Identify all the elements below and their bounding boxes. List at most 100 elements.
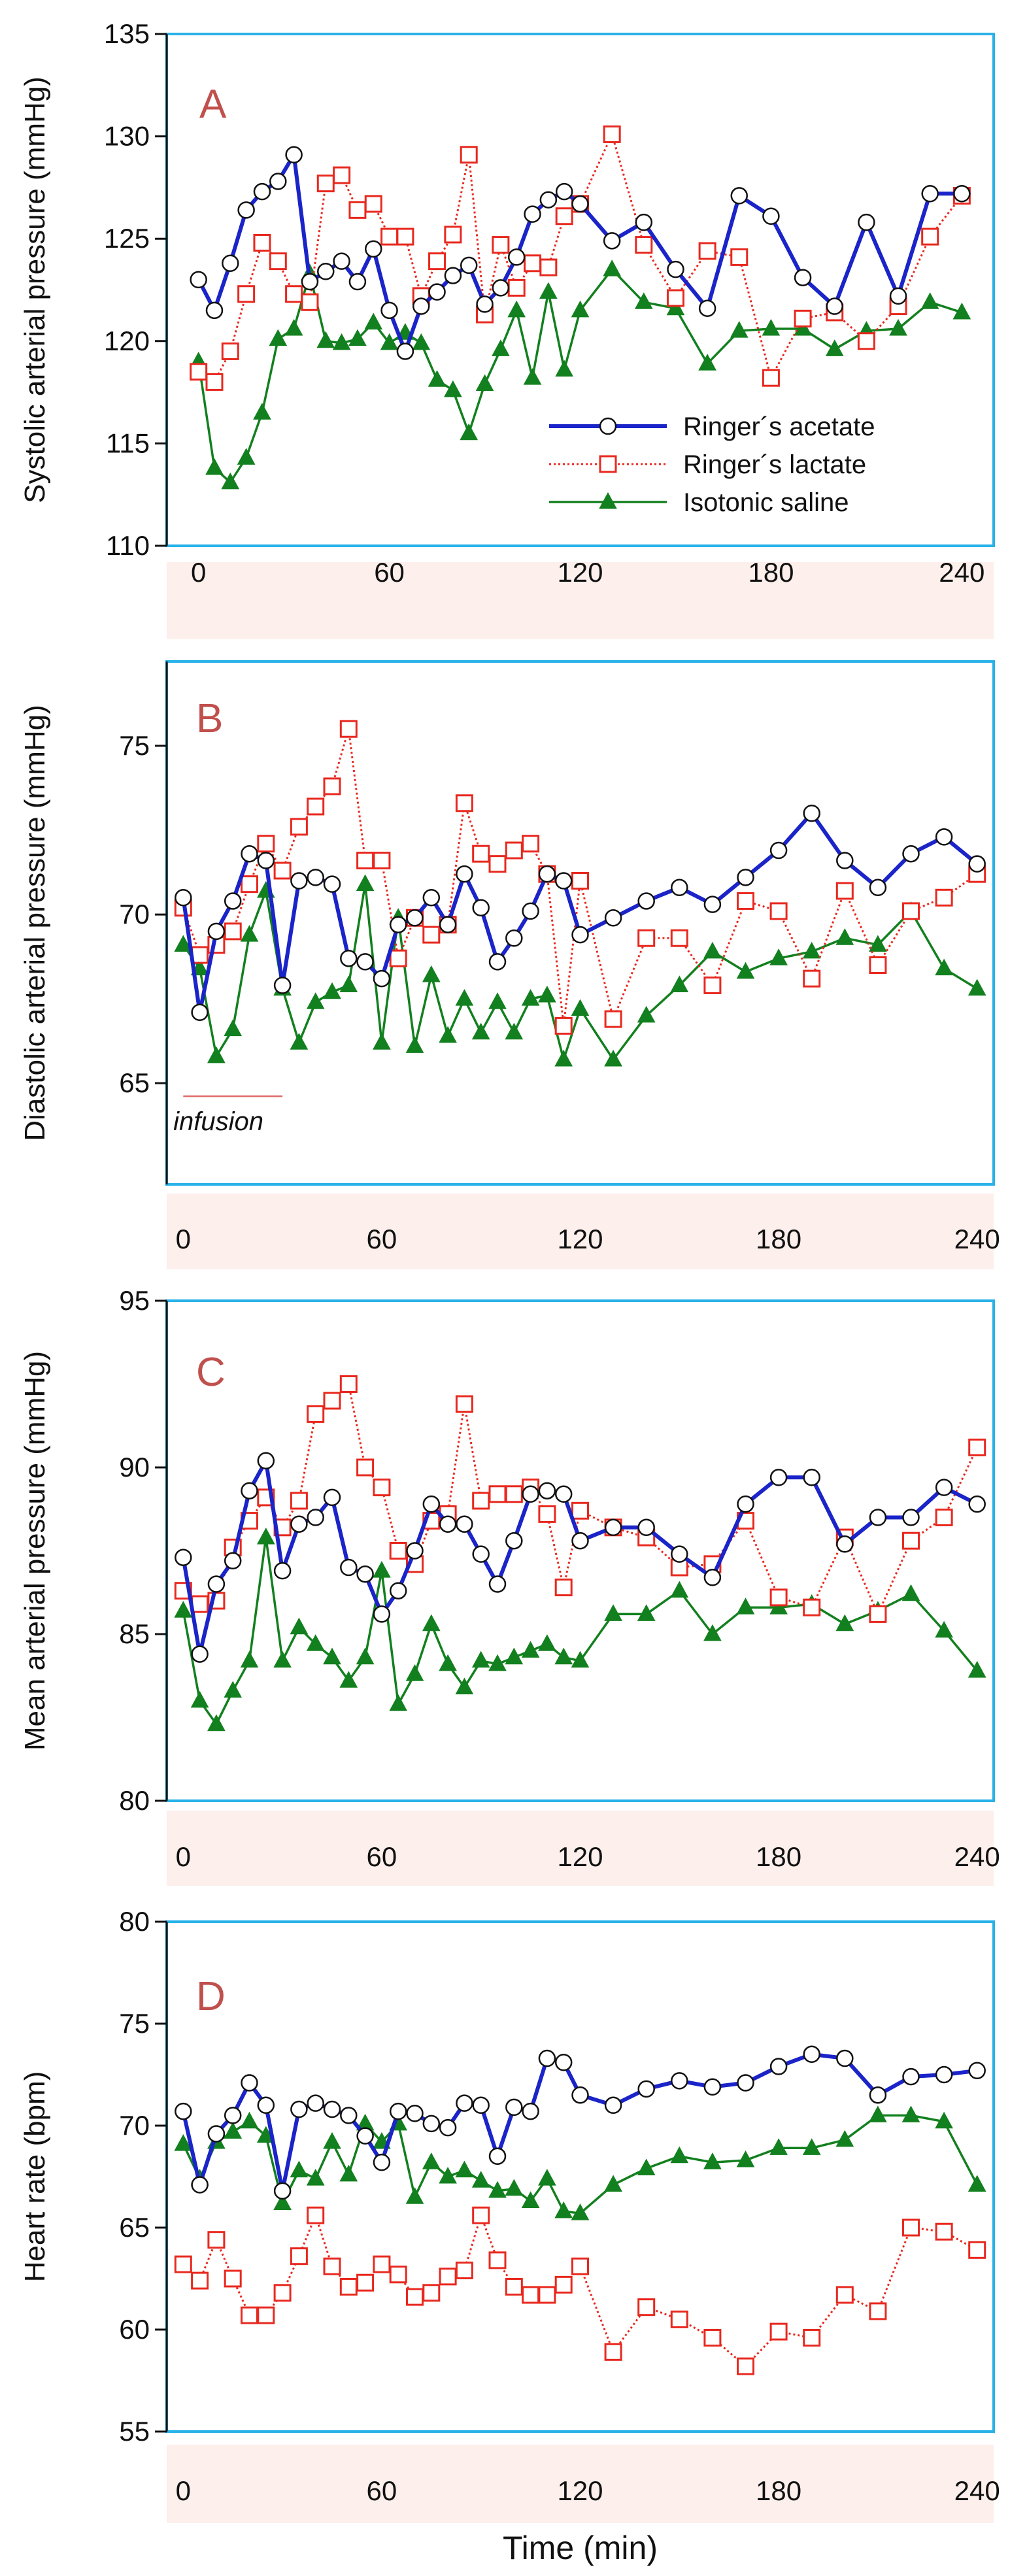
y-tick: 120 (104, 326, 167, 356)
data-point-acetate (522, 2102, 539, 2120)
y-tick: 125 (104, 223, 167, 254)
data-point-acetate (356, 1565, 374, 1583)
data-point-acetate (935, 1479, 953, 1496)
x-tick-band (167, 562, 994, 639)
legend-label-acetate: Ringer´s acetate (683, 412, 875, 441)
data-point-saline (174, 1601, 193, 1618)
data-point-saline (869, 935, 887, 952)
data-point-acetate (505, 929, 523, 947)
data-point-lactate (769, 1588, 788, 1607)
y-tick-label: 60 (119, 2314, 150, 2345)
data-point-lactate (803, 2328, 821, 2347)
data-point-saline (253, 403, 271, 420)
panel-letter: C (196, 1350, 226, 1395)
data-point-lactate (472, 845, 490, 863)
data-point-lactate (921, 227, 939, 246)
x-tick-label: 60 (367, 1841, 397, 1872)
x-tick-label: 180 (756, 1224, 801, 1254)
x-tick-label: 0 (176, 2475, 191, 2506)
data-point-saline (762, 318, 781, 336)
data-point-saline (444, 380, 462, 397)
data-point-acetate (492, 279, 510, 297)
data-point-saline (471, 1022, 490, 1040)
y-tick-label: 65 (119, 1067, 150, 1098)
legend-item-acetate: Ringer´s acetate (549, 412, 875, 441)
data-point-saline (306, 992, 325, 1009)
data-point-saline (935, 958, 953, 976)
x-tick-band (167, 1194, 994, 1269)
data-point-acetate (538, 865, 556, 883)
data-point-saline (348, 329, 367, 346)
data-point-saline (869, 2105, 887, 2122)
data-point-acetate (257, 1452, 275, 1470)
data-point-lactate (356, 2273, 375, 2292)
data-point-acetate (571, 926, 589, 944)
y-tick: 80 (119, 1785, 167, 1816)
data-point-acetate (505, 1531, 523, 1550)
data-point-lactate (538, 2286, 556, 2304)
data-point-saline (240, 2111, 259, 2129)
data-point-acetate (406, 909, 424, 927)
x-axis-ticks: 0 60 120 180 240 (176, 2475, 1000, 2506)
data-point-saline (889, 318, 907, 336)
data-point-acetate (803, 805, 820, 822)
data-point-lactate (488, 855, 507, 873)
data-point-saline (571, 2203, 590, 2220)
series-lactate (174, 2206, 986, 2375)
y-tick-label: 55 (119, 2416, 150, 2447)
data-point-saline (174, 2134, 193, 2151)
data-point-acetate (237, 201, 255, 219)
data-point-saline (769, 2138, 788, 2155)
series-layer (174, 1375, 986, 1731)
data-point-acetate (703, 895, 722, 913)
data-point-acetate (348, 273, 367, 291)
data-point-acetate (554, 1485, 573, 1503)
data-point-acetate (456, 2094, 473, 2112)
data-point-lactate (307, 1405, 325, 1423)
y-tick-label: 75 (119, 730, 150, 761)
data-point-lactate (505, 841, 523, 860)
series-saline (174, 1528, 986, 1731)
data-point-acetate (671, 1545, 688, 1563)
y-tick: 65 (119, 1067, 167, 1098)
data-point-saline (273, 1650, 292, 1668)
data-point-saline (471, 1650, 490, 1668)
data-point-lactate (373, 1479, 391, 1497)
data-point-lactate (507, 278, 526, 297)
y-axis-ticks: 110 115 120 125 130 135 (104, 18, 167, 561)
data-point-saline (802, 941, 821, 959)
x-tick-band (167, 2445, 994, 2523)
data-point-acetate (241, 2074, 258, 2092)
data-point-lactate (703, 976, 722, 994)
data-point-saline (364, 312, 383, 330)
data-point-saline (224, 1019, 243, 1037)
data-point-lactate (285, 285, 303, 303)
data-point-saline (935, 1620, 953, 1638)
data-point-acetate (554, 2054, 573, 2071)
data-point-lactate (769, 902, 788, 920)
data-point-acetate (703, 1569, 722, 1586)
data-point-acetate (603, 232, 621, 250)
data-point-acetate (507, 248, 526, 266)
data-point-acetate (241, 1482, 258, 1499)
data-point-saline (670, 2146, 689, 2164)
data-point-saline (736, 962, 755, 979)
data-point-acetate (476, 295, 494, 313)
data-point-acetate (285, 146, 303, 164)
data-point-saline (422, 965, 441, 982)
y-tick: 135 (104, 18, 167, 49)
data-point-lactate (522, 835, 540, 853)
legend-label-saline: Isotonic saline (683, 488, 849, 517)
data-point-saline (323, 1647, 341, 1665)
data-point-acetate (307, 1509, 324, 1526)
data-point-lactate (769, 2322, 788, 2341)
data-point-saline (571, 300, 590, 318)
data-point-acetate (571, 195, 589, 213)
data-point-acetate (207, 2125, 226, 2143)
y-tick-label: 110 (106, 530, 150, 561)
data-point-lactate (538, 1505, 556, 1523)
data-point-acetate (889, 287, 907, 305)
data-point-acetate (869, 2086, 887, 2104)
data-point-acetate (698, 299, 716, 317)
panel-letter: B (196, 696, 223, 741)
